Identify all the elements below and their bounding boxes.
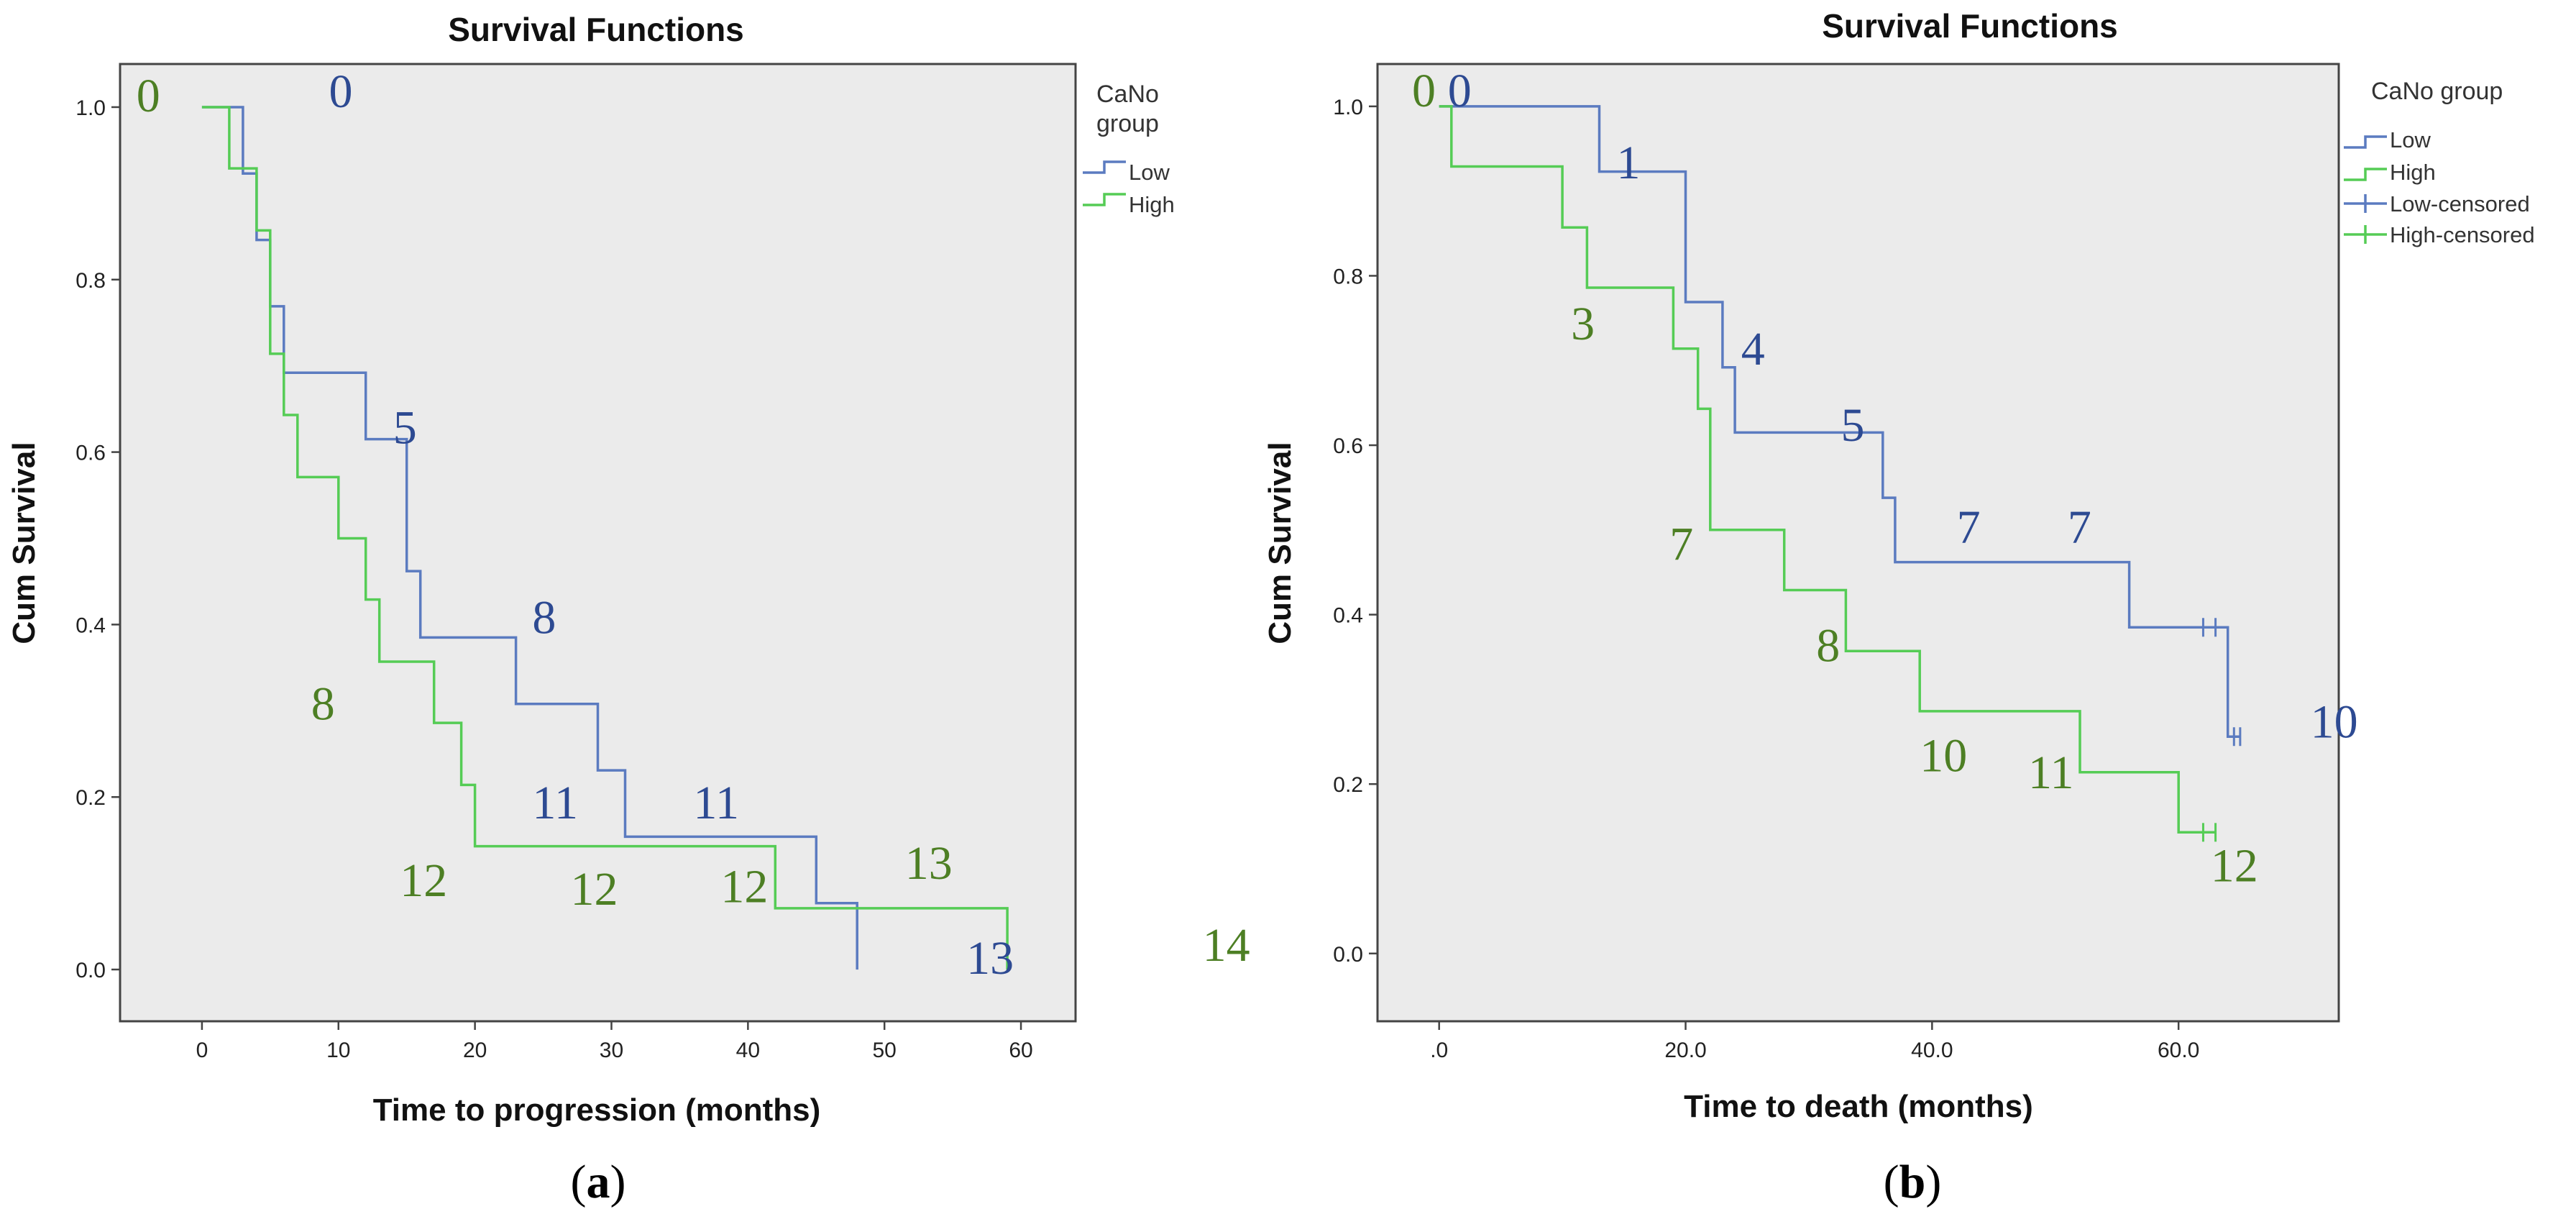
- panel-b-legend-low-swatch: [2344, 135, 2387, 149]
- panel-b-y-tick-label: 0.8: [1333, 265, 1363, 288]
- panel-a-x-tick-label: 30: [600, 1039, 623, 1062]
- panel-a-label: (a): [571, 1156, 626, 1208]
- panel-b-x-axis-label: Time to death (months): [1684, 1089, 2033, 1124]
- panel-a-y-tick-label: 0.0: [75, 959, 106, 982]
- panel-a-high-risk-label: 12: [571, 863, 618, 916]
- panel-b-high-risk-label: 0: [1412, 65, 1436, 117]
- panel-b-y-axis-label: Cum Survival: [1262, 442, 1298, 644]
- panel-a-low-risk-label: 13: [966, 932, 1014, 985]
- panel-b-legend-low-censored-swatch: [2344, 194, 2387, 213]
- panel-a-x-ticks: 0 10 20 30 40 50 60: [196, 1021, 1033, 1062]
- panel-b-low-risk-label: 0: [1448, 65, 1472, 117]
- panel-a-x-tick-label: 40: [736, 1039, 760, 1062]
- panel-a-y-tick-label: 1.0: [75, 96, 106, 120]
- panel-b: Survival Functions 0.00.20.40.60.81.0 .0…: [1262, 7, 2535, 1208]
- panel-a: Survival Functions 0.0 0.2 0.4 0.6 0.8 1.0 0 1…: [6, 11, 1250, 1208]
- panel-b-y-tick-label: 0.4: [1333, 604, 1363, 628]
- panel-b-plot-area: [1376, 63, 2340, 1023]
- panel-a-low-risk-label: 8: [532, 591, 556, 644]
- panel-b-y-tick-label: 0.0: [1333, 943, 1363, 967]
- panel-a-plot-area: [119, 63, 1077, 1023]
- panel-a-x-tick-label: 0: [196, 1039, 208, 1062]
- panel-a-title: Survival Functions: [448, 11, 744, 48]
- panel-a-high-risk-label: 12: [720, 861, 768, 913]
- panel-a-low-survival-curve: [201, 106, 858, 970]
- panel-a-legend: CaNo group Low High: [1083, 81, 1175, 217]
- panel-b-x-tick-label: 20.0: [1664, 1039, 1706, 1062]
- panel-a-high-risk-label: 12: [400, 854, 447, 907]
- panel-a-x-tick-label: 60: [1009, 1039, 1032, 1062]
- panel-b-legend-title: CaNo group: [2371, 78, 2503, 105]
- panel-a-x-tick-label: 20: [463, 1039, 487, 1062]
- panel-a-x-axis-label: Time to progression (months): [373, 1092, 821, 1128]
- panel-a-high-risk-label: 14: [1203, 919, 1250, 972]
- panel-a-low-risk-label: 11: [693, 777, 739, 829]
- panel-b-high-survival-curve: [1439, 105, 2216, 834]
- panel-b-x-tick-label: 40.0: [1911, 1039, 1953, 1062]
- panel-b-y-ticks: 0.0 0.2 0.4 0.6 0.8 1.0: [1333, 96, 1378, 967]
- panel-a-legend-high-label: High: [1129, 192, 1175, 217]
- panel-a-low-risk-label: 5: [393, 402, 417, 455]
- panel-a-high-survival-curve: [201, 106, 1009, 970]
- panel-b-high-risk-label: 7: [1669, 518, 1693, 570]
- panel-a-y-tick-label: 0.2: [75, 786, 106, 810]
- panel-b-x-tick-label: 60.0: [2158, 1039, 2199, 1062]
- panel-a-high-risk-label: 0: [137, 70, 160, 122]
- panel-a-high-risk-label: 13: [905, 837, 953, 890]
- panel-b-legend: CaNo group Low High Low-censored High-ce…: [2344, 78, 2535, 247]
- panel-b-low-risk-label: 5: [1841, 399, 1865, 452]
- panel-a-high-risk-label: 8: [311, 677, 335, 730]
- panel-b-x-tick-label: .0: [1430, 1039, 1448, 1062]
- panel-b-low-risk-label: 7: [2068, 501, 2091, 554]
- panel-b-low-risk-label: 4: [1741, 323, 1765, 375]
- panel-b-low-survival-curve: [1439, 105, 2240, 738]
- panel-b-low-risk-label: 1: [1617, 137, 1641, 189]
- panel-a-y-axis-label: Cum Survival: [6, 442, 42, 644]
- panel-b-y-tick-label: 0.6: [1333, 434, 1363, 458]
- panel-b-low-risk-label: 7: [1957, 501, 1981, 554]
- panel-b-legend-high-swatch: [2344, 168, 2387, 181]
- panel-a-legend-low-label: Low: [1129, 160, 1170, 185]
- panel-a-legend-title-line-2: group: [1096, 110, 1159, 137]
- panel-b-high-risk-label: 11: [2028, 747, 2074, 799]
- panel-a-legend-title-line-1: CaNo: [1096, 81, 1159, 108]
- panel-b-letter: b: [1899, 1156, 1926, 1208]
- panel-b-risk-labels: 0 0 1 3 4 5 7 7 7 8 10 11 10 12: [1412, 65, 2358, 893]
- panel-b-y-tick-label: 0.2: [1333, 773, 1363, 797]
- panel-a-y-tick-label: 0.8: [75, 269, 106, 293]
- panel-b-legend-high-censored-swatch: [2344, 225, 2387, 244]
- panel-a-low-risk-label: 11: [532, 777, 578, 829]
- panel-a-y-tick-label: 0.6: [75, 442, 106, 465]
- panel-b-x-ticks: .0 20.0 40.0 60.0: [1430, 1021, 2199, 1062]
- panel-a-legend-low-swatch: [1083, 160, 1126, 174]
- panel-b-legend-high-censored-label: High-censored: [2390, 222, 2535, 247]
- panel-b-high-risk-label: 10: [1920, 730, 1967, 782]
- panel-b-title: Survival Functions: [1822, 7, 2118, 45]
- panel-b-legend-low-censored-label: Low-censored: [2390, 191, 2530, 216]
- panel-a-x-tick-label: 50: [873, 1039, 897, 1062]
- panel-a-series-layer: [201, 106, 1009, 970]
- panel-a-low-risk-label: 0: [329, 65, 353, 118]
- panel-b-y-tick-label: 1.0: [1333, 96, 1363, 119]
- panel-b-high-risk-label: 3: [1571, 298, 1595, 350]
- panel-b-high-risk-label: 12: [2211, 840, 2258, 893]
- panel-a-letter: a: [587, 1156, 610, 1208]
- panel-a-y-tick-label: 0.4: [75, 613, 106, 637]
- panel-b-legend-high-label: High: [2390, 160, 2436, 185]
- panel-b-series-layer: [1439, 105, 2242, 842]
- panel-b-low-risk-label: 10: [2311, 695, 2358, 748]
- panel-a-x-tick-label: 10: [326, 1039, 350, 1062]
- panel-a-legend-high-swatch: [1083, 193, 1126, 206]
- panel-b-high-risk-label: 8: [1816, 619, 1840, 672]
- panel-a-y-ticks: 0.0 0.2 0.4 0.6 0.8 1.0: [75, 96, 120, 982]
- panel-b-label: (b): [1884, 1156, 1942, 1208]
- panel-b-legend-low-label: Low: [2390, 127, 2431, 152]
